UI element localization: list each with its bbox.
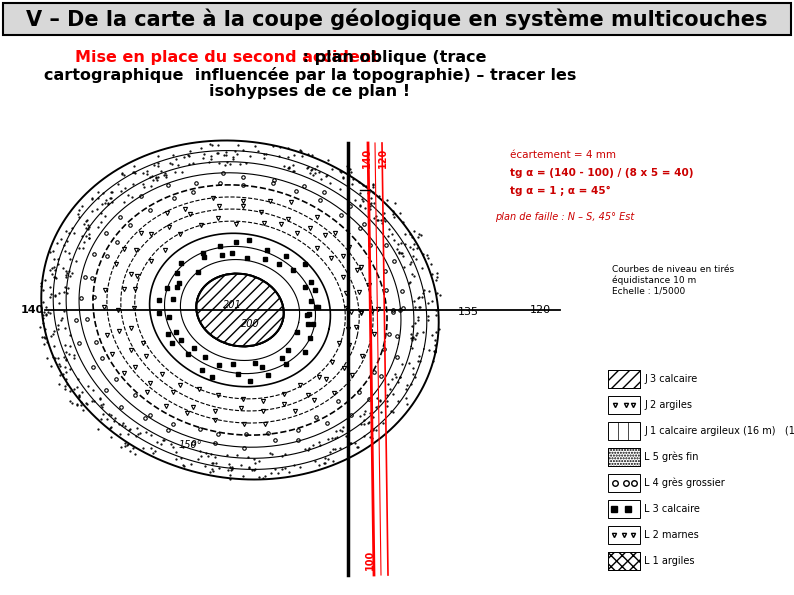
Text: 140: 140 xyxy=(362,148,372,168)
Text: 135: 135 xyxy=(458,307,479,317)
Bar xyxy=(608,370,640,388)
Bar xyxy=(608,500,640,518)
Text: 120: 120 xyxy=(530,305,551,315)
Text: J 1 calcaire argileux (16 m)   (15 m): J 1 calcaire argileux (16 m) (15 m) xyxy=(644,426,794,436)
Text: Courbes de niveau en tirés
équidistance 10 m
Echelle : 1/5000: Courbes de niveau en tirés équidistance … xyxy=(612,265,734,295)
Text: écartement = 4 mm: écartement = 4 mm xyxy=(510,150,616,160)
Text: 150°: 150° xyxy=(178,440,202,450)
Text: J 3 calcaire: J 3 calcaire xyxy=(644,374,697,384)
Text: tg α = (140 - 100) / (8 x 5 = 40): tg α = (140 - 100) / (8 x 5 = 40) xyxy=(510,168,693,178)
Text: 100: 100 xyxy=(365,550,375,570)
Text: 140: 140 xyxy=(21,305,44,315)
Bar xyxy=(608,422,640,440)
Text: 200: 200 xyxy=(241,319,260,329)
Text: Mise en place du second accident: Mise en place du second accident xyxy=(75,50,379,65)
Bar xyxy=(608,396,640,414)
Text: L 2 marnes: L 2 marnes xyxy=(644,530,699,540)
Bar xyxy=(608,474,640,492)
Text: tg α = 1 ; α = 45°: tg α = 1 ; α = 45° xyxy=(510,186,611,196)
Text: 120: 120 xyxy=(378,148,388,168)
Text: J 2 argiles: J 2 argiles xyxy=(644,400,692,410)
Text: : plan oblique (trace: : plan oblique (trace xyxy=(297,50,487,65)
Bar xyxy=(3,3,791,35)
Text: L 1 argiles: L 1 argiles xyxy=(644,556,695,566)
Text: 201: 201 xyxy=(222,300,241,310)
Text: L 5 grès fin: L 5 grès fin xyxy=(644,452,699,462)
Text: V – De la carte à la coupe géologique en système multicouches: V – De la carte à la coupe géologique en… xyxy=(26,8,768,30)
Text: L 3 calcaire: L 3 calcaire xyxy=(644,504,700,514)
Bar xyxy=(608,526,640,544)
Text: isohypses de ce plan !: isohypses de ce plan ! xyxy=(210,84,410,99)
Ellipse shape xyxy=(196,274,283,346)
Bar xyxy=(608,552,640,570)
Bar xyxy=(608,448,640,466)
Text: L 4 grès grossier: L 4 grès grossier xyxy=(644,478,725,488)
Bar xyxy=(608,448,640,466)
Bar xyxy=(608,370,640,388)
Text: cartographique  influencée par la topographie) – tracer les: cartographique influencée par la topogra… xyxy=(44,67,576,83)
Text: plan de faille : N – S, 45° Est: plan de faille : N – S, 45° Est xyxy=(495,212,634,222)
Bar xyxy=(608,552,640,570)
